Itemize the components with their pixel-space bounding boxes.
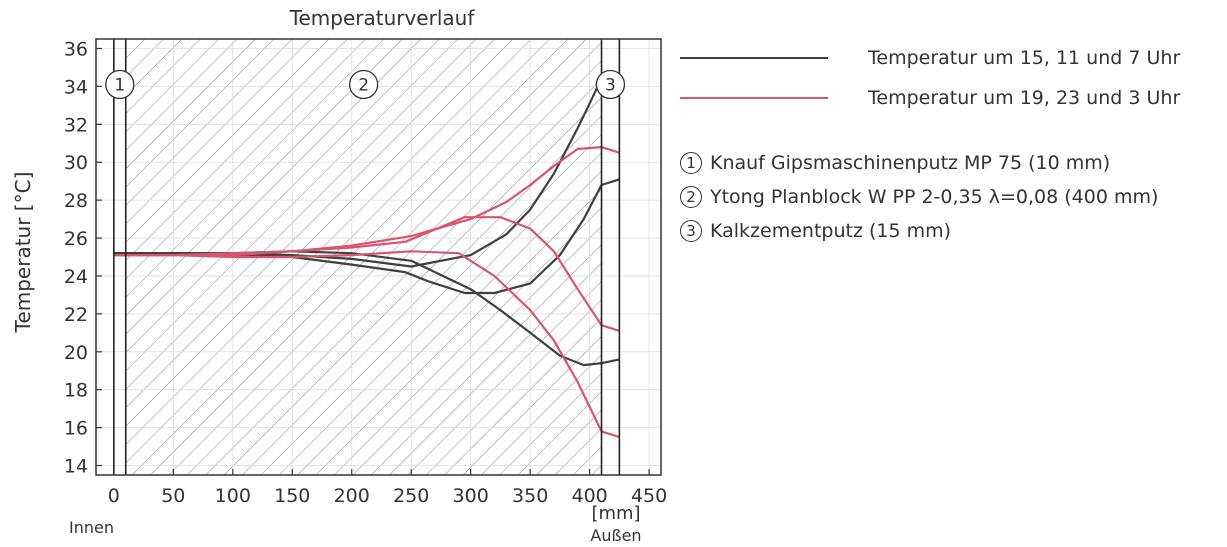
legend-label-daytime: Temperatur um 15, 11 und 7 Uhr (868, 47, 1181, 69)
y-tick-label: 24 (64, 266, 88, 288)
material-label: Kalkzementputz (15 mm) (710, 220, 952, 242)
material-number-badge: 3 (680, 220, 702, 242)
x-tick-label: 200 (334, 485, 370, 507)
legend-line-dark (680, 57, 828, 59)
x-tick-label: 300 (453, 485, 489, 507)
temperature-chart: 1 2 3 14 16 18 20 22 24 26 28 30 32 34 36 0 50 100 150 200… (11, 6, 667, 545)
material-label: Ytong Planblock W PP 2-0,35 λ=0,08 (400 … (710, 186, 1159, 208)
y-tick-label: 30 (64, 152, 88, 174)
x-tick-label: 50 (161, 485, 185, 507)
x-tick-label: 350 (512, 485, 548, 507)
plot-frame (95, 38, 662, 476)
legend-item-daytime: Temperatur um 15, 11 und 7 Uhr (680, 38, 1225, 78)
x-label-inside: Innen (69, 518, 114, 537)
x-tick-label: 400 (571, 485, 607, 507)
y-tick-label: 34 (64, 76, 88, 98)
x-tick-label: 250 (393, 485, 429, 507)
layer-marker-circle (595, 69, 626, 100)
chart-title: Temperaturverlauf (289, 6, 476, 30)
x-label-outside: Außen (590, 526, 641, 545)
legend-item-night: Temperatur um 19, 23 und 3 Uhr (680, 78, 1225, 118)
layer-marker-circle (105, 69, 135, 100)
material-label: Knauf Gipsmaschinenputz MP 75 (10 mm) (710, 152, 1111, 174)
series-line-5 (113, 216, 620, 332)
y-tick-label: 28 (64, 190, 88, 212)
legend-label-night: Temperatur um 19, 23 und 3 Uhr (868, 87, 1181, 109)
layer-marker-circle (348, 69, 379, 100)
material-item-2: 2 Ytong Planblock W PP 2-0,35 λ=0,08 (40… (680, 180, 1158, 214)
x-tick-label: 150 (274, 485, 310, 507)
legend: Temperatur um 15, 11 und 7 Uhr Temperatu… (680, 38, 1225, 118)
y-tick-label: 26 (64, 228, 88, 250)
y-tick-label: 36 (64, 38, 88, 60)
layer-marker-label: 1 (114, 75, 125, 95)
x-axis-unit: [mm] (591, 503, 640, 524)
layer-marker-label: 3 (605, 75, 616, 95)
y-tick-label: 16 (64, 418, 88, 440)
y-axis-label: Temperatur [°C] (11, 172, 35, 334)
legend-line-pink (680, 97, 828, 99)
y-tick-label: 32 (64, 114, 88, 136)
y-tick-label: 22 (64, 304, 88, 326)
material-item-1: 1 Knauf Gipsmaschinenputz MP 75 (10 mm) (680, 146, 1158, 180)
material-number-badge: 2 (680, 186, 702, 208)
layer-marker-label: 2 (358, 75, 369, 95)
material-number-badge: 1 (680, 152, 702, 174)
x-tick-label: 0 (108, 485, 120, 507)
y-tick-label: 18 (64, 380, 88, 402)
series-line-6 (113, 250, 620, 439)
material-item-3: 3 Kalkzementputz (15 mm) (680, 214, 1158, 248)
y-tick-label: 14 (64, 456, 88, 478)
x-tick-label: 100 (215, 485, 251, 507)
series-line-4 (113, 146, 620, 257)
x-tick-label: 450 (631, 485, 667, 507)
y-tick-label: 20 (64, 342, 88, 364)
material-list: 1 Knauf Gipsmaschinenputz MP 75 (10 mm) … (680, 146, 1158, 248)
